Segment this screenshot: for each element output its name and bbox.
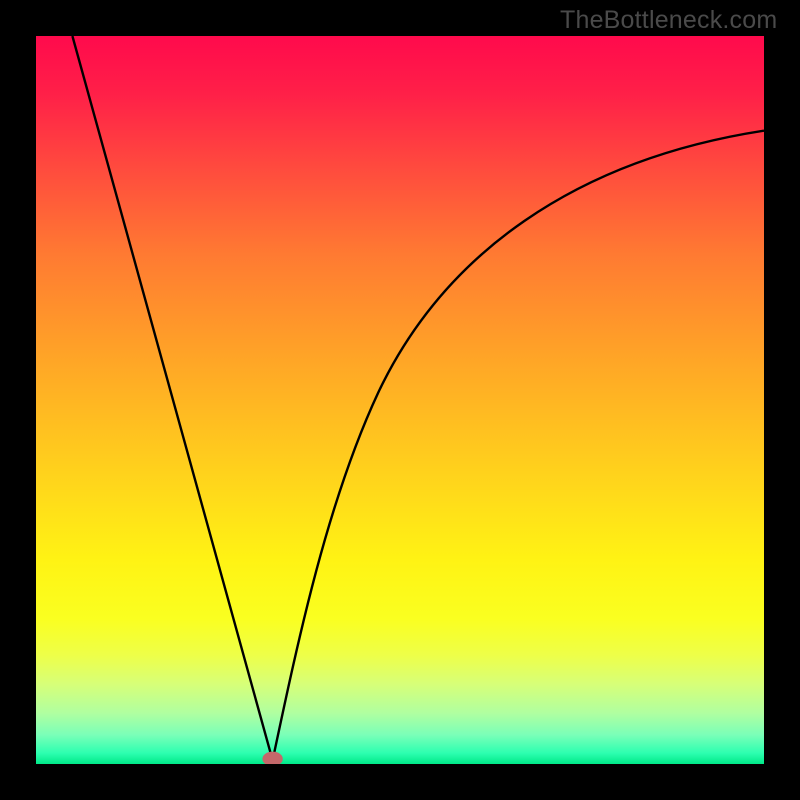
plot-background bbox=[36, 36, 764, 764]
frame-right bbox=[764, 0, 800, 800]
stage: TheBottleneck.com bbox=[0, 0, 800, 800]
frame-bottom bbox=[0, 764, 800, 800]
bottleneck-chart bbox=[36, 36, 764, 764]
frame-left bbox=[0, 0, 36, 800]
watermark-text: TheBottleneck.com bbox=[560, 6, 777, 35]
